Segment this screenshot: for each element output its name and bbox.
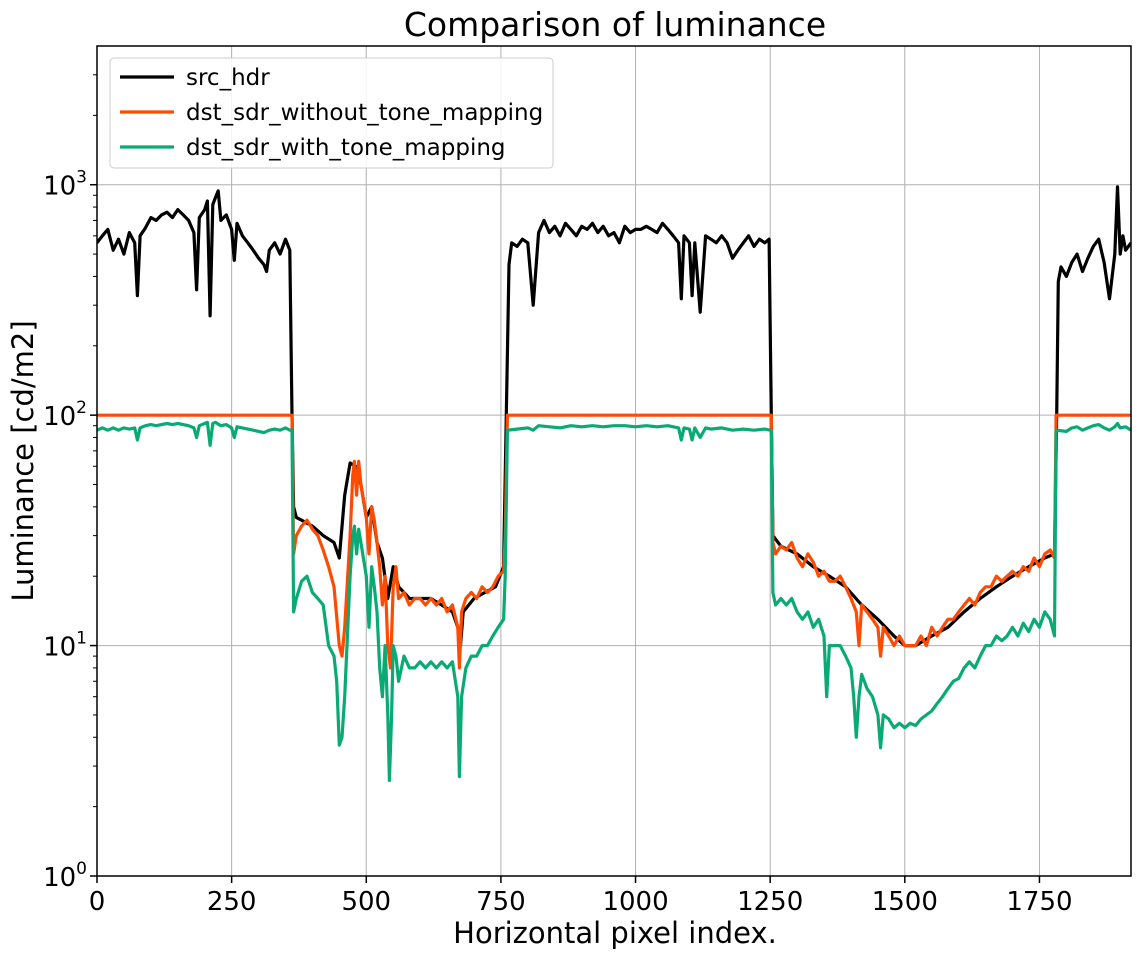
- x-tick-label: 500: [341, 887, 391, 917]
- series-line-dst-sdr-with-tone-mapping: [97, 420, 1131, 782]
- x-axis-title: Horizontal pixel index.: [453, 916, 777, 950]
- x-tick-label: 1750: [1006, 887, 1072, 917]
- legend-label: dst_sdr_with_tone_mapping: [186, 135, 506, 161]
- series-line-dst-sdr-without-tone-mapping: [97, 413, 1131, 670]
- y-tick-label: 102: [43, 398, 87, 432]
- y-tick-label: 101: [43, 629, 87, 663]
- legend: src_hdr dst_sdr_without_tone_mapping dst_s…: [109, 57, 554, 169]
- x-tick-label: 1250: [737, 887, 803, 917]
- x-tick-label: 1000: [602, 887, 668, 917]
- x-tick-label: 1500: [872, 887, 938, 917]
- y-tick-label: 100: [43, 859, 87, 893]
- legend-label: src_hdr: [186, 65, 270, 91]
- y-axis-title: Luminance [cd/m2]: [6, 320, 40, 601]
- series-layer: [97, 185, 1131, 782]
- y-tick-label: 103: [43, 168, 87, 202]
- grid: [96, 46, 1131, 877]
- legend-label: dst_sdr_without_tone_mapping: [186, 100, 543, 126]
- x-tick-label: 750: [476, 887, 526, 917]
- chart-title: Comparison of luminance: [404, 5, 826, 44]
- plot-frame: [96, 45, 1132, 877]
- axis-ticks: 0 250 500 750 1000 1250 1500 1750 100 101 102 103: [43, 74, 1073, 917]
- x-tick-label: 250: [207, 887, 257, 917]
- legend-box: [109, 57, 554, 169]
- x-tick-label: 0: [89, 887, 106, 917]
